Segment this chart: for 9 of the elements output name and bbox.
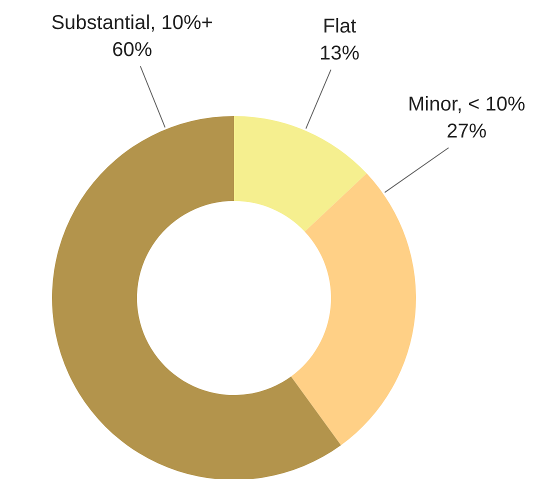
donut-slice: [291, 173, 416, 446]
data-label: 60%: [112, 39, 152, 62]
data-label: 13%: [319, 42, 360, 65]
slice-label: Substantial, 10%+: [51, 12, 213, 34]
data-label: 27%: [446, 120, 487, 143]
slice-label: Minor, < 10%: [408, 94, 526, 116]
donut-slice: [52, 116, 341, 479]
slice-label: Flat: [322, 16, 357, 38]
donut-slice: [234, 116, 367, 232]
